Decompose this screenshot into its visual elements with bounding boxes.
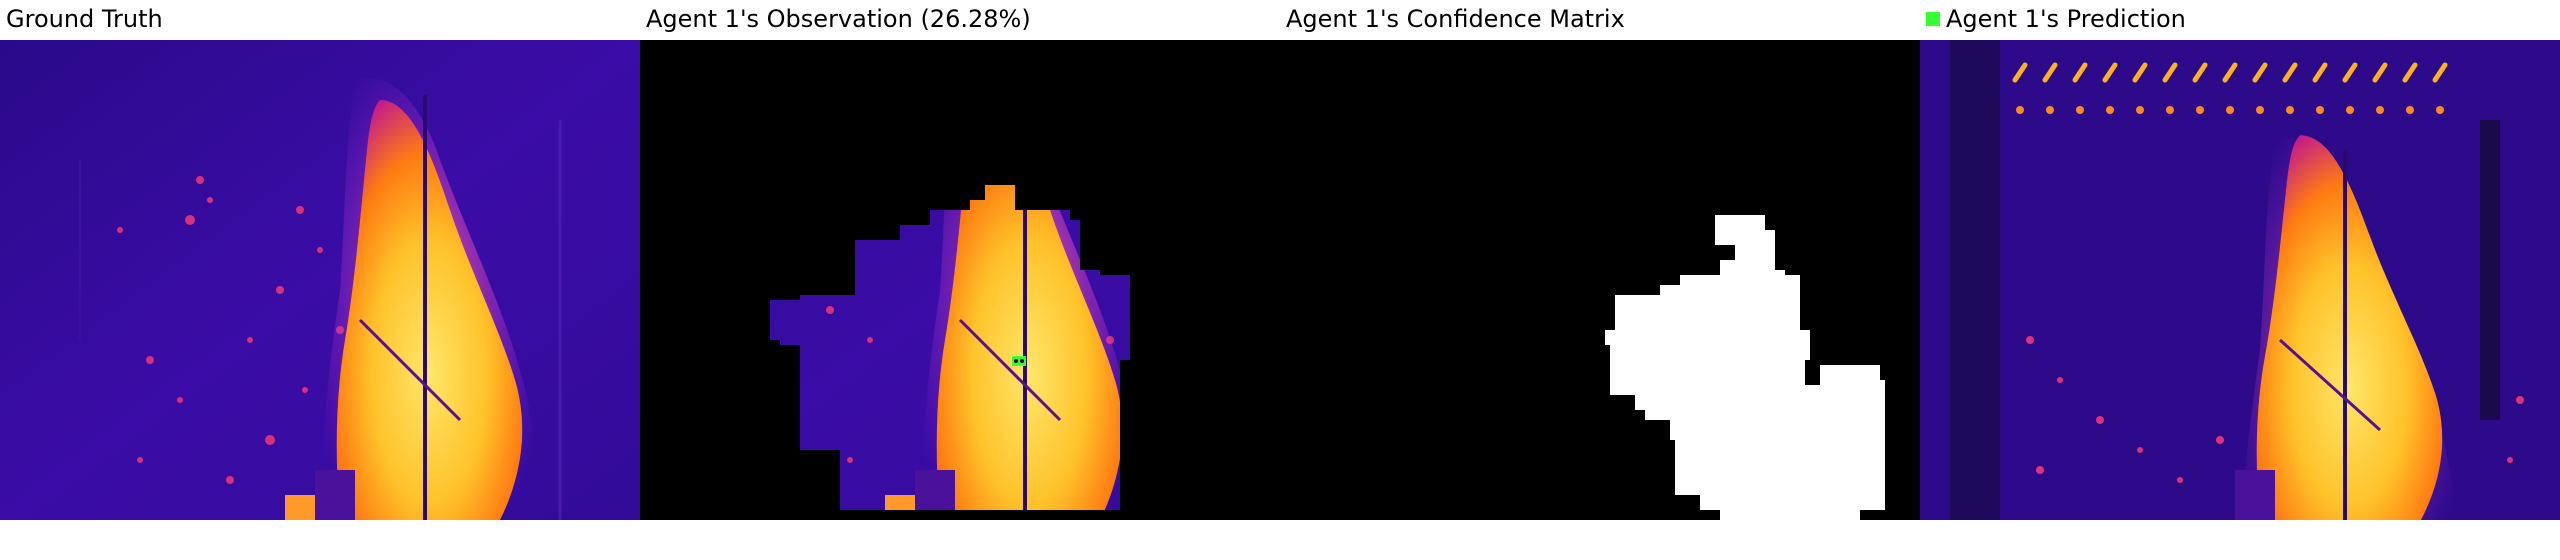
panel-confidence-matrix: Agent 1's Confidence Matrix <box>1280 0 1920 560</box>
confidence-matrix-title: Agent 1's Confidence Matrix <box>1286 5 1625 33</box>
panel-title: Agent 1's Observation (26.28%) <box>646 4 1031 34</box>
confidence-matrix-image <box>1280 40 1920 520</box>
prediction-image <box>1920 40 2560 520</box>
ground-truth-title: Ground Truth <box>6 5 163 33</box>
observation-title: Agent 1's Observation (26.28%) <box>646 5 1031 33</box>
observation-image <box>640 40 1280 520</box>
legend-swatch-icon <box>1926 12 1940 26</box>
ground-truth-image <box>0 40 640 520</box>
panel-title: Ground Truth <box>6 4 163 34</box>
agent-marker-icon <box>1012 356 1026 366</box>
panel-title: Agent 1's Prediction <box>1926 4 2186 34</box>
prediction-title: Agent 1's Prediction <box>1946 5 2186 33</box>
panel-observation: Agent 1's Observation (26.28%) <box>640 0 1280 560</box>
panel-prediction: Agent 1's Prediction <box>1920 0 2560 560</box>
panel-ground-truth: Ground Truth <box>0 0 640 560</box>
panel-title: Agent 1's Confidence Matrix <box>1286 4 1625 34</box>
